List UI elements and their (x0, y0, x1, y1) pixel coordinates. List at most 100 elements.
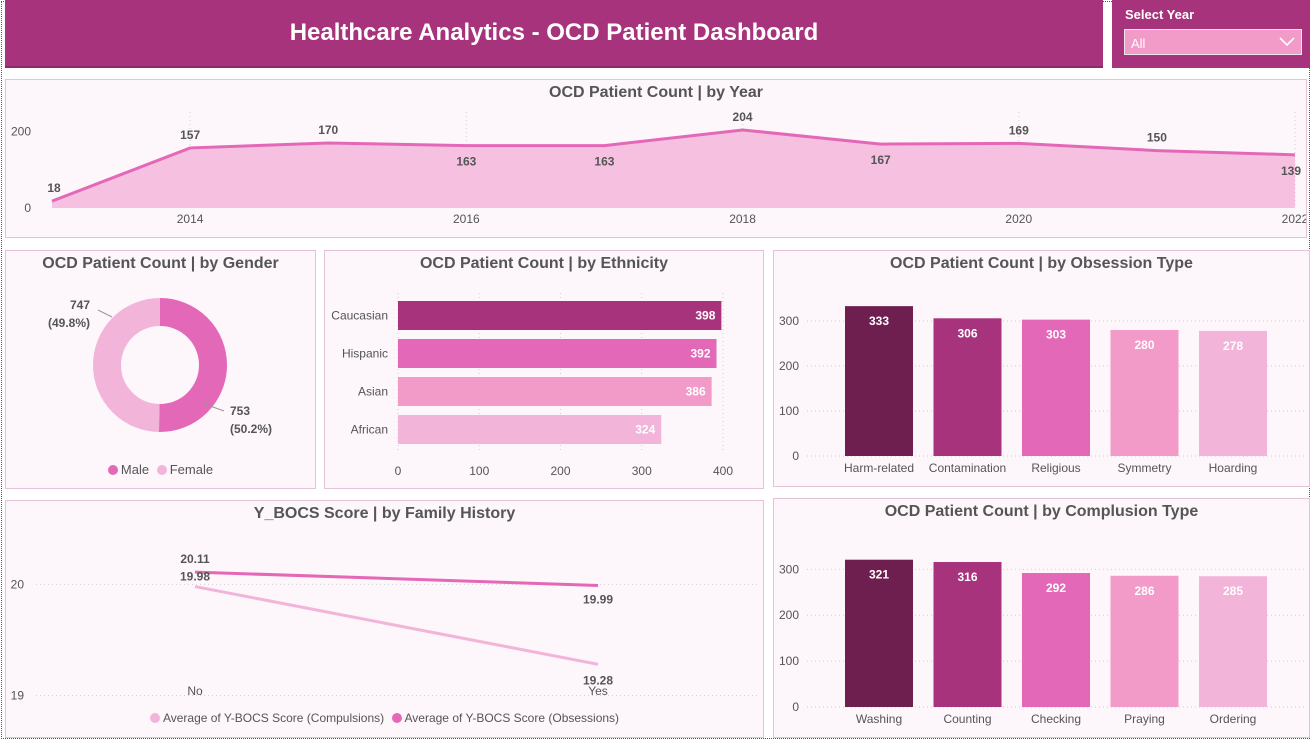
ethnicity-x-tick: 0 (395, 464, 402, 478)
ethnicity-data-label: 392 (690, 347, 710, 361)
obsessions-dot-icon (391, 713, 402, 723)
ethnicity-bar (398, 377, 712, 406)
year-data-label: 18 (47, 181, 61, 195)
ethnicity-bar (398, 339, 717, 368)
year-chart-title: OCD Patient Count | by Year (549, 84, 763, 101)
ethnicity-data-label: 398 (695, 309, 715, 323)
legend-item-female: Female (156, 462, 213, 477)
gender-legend: Male Female (6, 462, 315, 477)
obsession-category-label: Hoarding (1209, 461, 1258, 475)
compulsion-data-label: 286 (1134, 584, 1154, 598)
male-leader-line (201, 402, 225, 412)
obsession-bar (1022, 319, 1090, 456)
legend-item-compulsions: Average of Y-BOCS Score (Compulsions) (149, 711, 384, 725)
male-dot-icon (107, 465, 118, 475)
obsession-y-tick: 0 (792, 449, 799, 463)
obsession-data-label: 303 (1046, 328, 1066, 342)
family-chart: 19 20 No Yes 20.11 19.98 19.99 19.28 (11, 552, 758, 702)
ethnicity-x-tick: 300 (632, 464, 652, 478)
gender-chart-panel: OCD Patient Count | by Gender 753 (50.2%)… (5, 250, 316, 489)
year-data-label: 170 (318, 123, 338, 137)
compulsion-category-label: Checking (1031, 712, 1081, 726)
header-banner: Healthcare Analytics - OCD Patient Dashb… (5, 0, 1103, 68)
obsession-data-label: 306 (957, 326, 977, 340)
compulsion-data-label: 316 (957, 570, 977, 584)
family-data-label: 20.11 (180, 552, 210, 566)
family-data-label: 19.98 (180, 570, 210, 584)
obsession-bar (845, 306, 913, 456)
obsession-category-label: Symmetry (1118, 461, 1172, 475)
obsession-data-label: 333 (869, 314, 889, 328)
year-x-tick: 2016 (453, 212, 480, 226)
chevron-down-icon[interactable] (1279, 36, 1295, 48)
obsession-chart-title: OCD Patient Count | by Obsession Type (890, 255, 1193, 272)
ethnicity-x-tick: 400 (713, 464, 733, 478)
year-line (51, 128, 1296, 203)
ethnicity-x-tick: 200 (550, 464, 570, 478)
gender-slice-female (93, 298, 227, 432)
year-y-tick: 200 (11, 124, 31, 138)
compulsion-data-label: 292 (1046, 581, 1066, 595)
compulsion-category-label: Washing (856, 712, 902, 726)
family-data-label: 19.28 (583, 673, 613, 687)
obsession-y-tick: 200 (779, 359, 799, 373)
compulsion-y-tick: 0 (792, 700, 799, 714)
ethnicity-category-label: Caucasian (331, 309, 388, 323)
obsession-bar (1199, 330, 1267, 456)
year-data-label: 157 (180, 128, 200, 142)
compulsion-chart-title: OCD Patient Count | by Complusion Type (884, 503, 1199, 520)
family-x-tick: Yes (588, 684, 608, 698)
obsession-data-label: 280 (1134, 338, 1154, 352)
year-y-tick: 0 (24, 201, 31, 215)
legend-item-obsessions: Average of Y-BOCS Score (Obsessions) (391, 711, 619, 725)
obsession-category-label: Harm-related (844, 461, 914, 475)
compulsion-y-tick: 100 (779, 654, 799, 668)
gender-chart: 753 (50.2%) 747 (49.8%) (48, 298, 272, 436)
ethnicity-x-tick: 100 (469, 464, 489, 478)
compulsion-bar (1022, 573, 1090, 707)
page-title: Healthcare Analytics - OCD Patient Dashb… (289, 19, 819, 46)
year-dropdown[interactable]: All (1124, 29, 1302, 55)
obsession-chart-panel: OCD Patient Count | by Obsession Type 0 1… (773, 250, 1310, 487)
family-series-line (194, 585, 599, 666)
compulsion-bar (1110, 575, 1179, 707)
family-y-tick: 20 (11, 577, 25, 591)
year-area (52, 129, 1295, 208)
ethnicity-chart: 0 100 200 300 400 Caucasian 398 Hispanic 392 Asia… (331, 293, 733, 478)
obsession-bar (933, 318, 1002, 456)
obsession-category-label: Religious (1031, 461, 1080, 475)
compulsion-category-label: Counting (943, 712, 991, 726)
family-legend: Average of Y-BOCS Score (Compulsions) Av… (6, 711, 763, 725)
ethnicity-chart-panel: OCD Patient Count | by Ethnicity 0 100 200… (324, 250, 764, 489)
compulsion-chart-panel: OCD Patient Count | by Complusion Type 0… (773, 498, 1310, 738)
year-x-tick: 2022 (1282, 212, 1306, 226)
year-data-label: 167 (871, 153, 891, 167)
compulsion-category-label: Ordering (1210, 712, 1257, 726)
compulsion-bar (1199, 576, 1267, 707)
family-chart-panel: Y_BOCS Score | by Family History 19 20 No Y… (5, 500, 764, 738)
family-y-tick: 19 (11, 688, 25, 702)
obsession-y-tick: 100 (779, 404, 799, 418)
family-data-label: 19.99 (583, 592, 613, 606)
ethnicity-data-label: 386 (686, 385, 706, 399)
year-data-label: 139 (1281, 164, 1301, 178)
year-data-label: 169 (1009, 123, 1029, 137)
ethnicity-bar (398, 415, 662, 444)
year-x-tick: 2018 (729, 212, 756, 226)
ethnicity-data-label: 324 (635, 423, 655, 437)
year-data-label: 150 (1147, 131, 1167, 145)
compulsion-bar (845, 559, 913, 707)
male-pct-label: (50.2%) (230, 422, 272, 436)
family-x-tick: No (187, 684, 203, 698)
female-dot-icon (156, 465, 167, 475)
year-chart-panel: OCD Patient Count | by Year 2014 2016 2018… (5, 79, 1307, 238)
compulsion-data-label: 321 (869, 568, 889, 582)
family-chart-title: Y_BOCS Score | by Family History (253, 505, 516, 522)
year-x-tick: 2020 (1005, 212, 1032, 226)
female-value-label: 747 (70, 298, 90, 312)
ethnicity-chart-title: OCD Patient Count | by Ethnicity (419, 255, 669, 272)
ethnicity-category-label: Hispanic (342, 347, 388, 361)
gender-chart-title: OCD Patient Count | by Gender (42, 255, 279, 272)
year-slicer[interactable]: Select Year All (1112, 0, 1310, 68)
compulsion-bar (933, 562, 1002, 707)
